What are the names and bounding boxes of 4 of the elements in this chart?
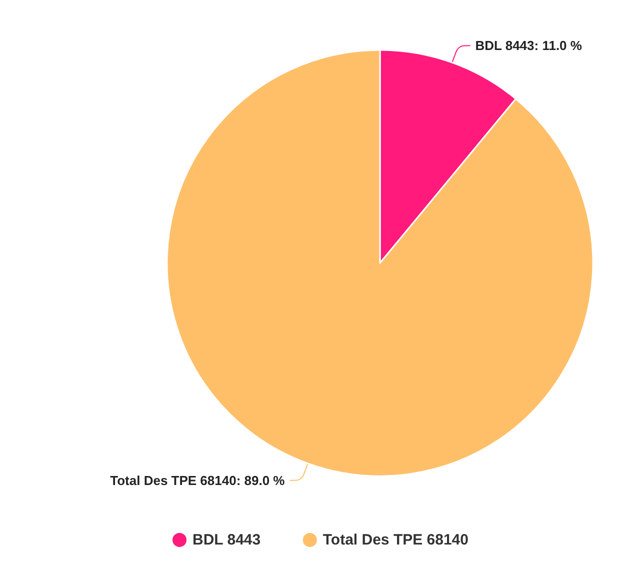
data-label: Total Des TPE 68140: 89.0 % (110, 472, 286, 488)
legend-label: Total Des TPE 68140 (322, 532, 468, 548)
data-label: BDL 8443: 11.0 % (475, 38, 582, 54)
legend-label: BDL 8443 (192, 532, 261, 548)
